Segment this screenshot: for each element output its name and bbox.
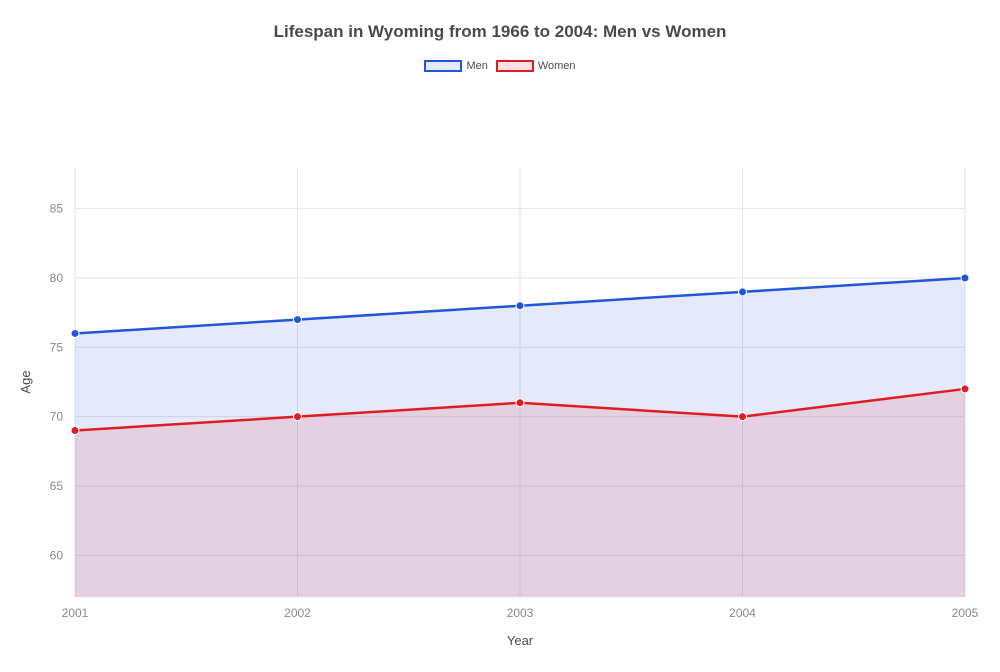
x-tick-label: 2003 — [507, 606, 534, 620]
data-point[interactable] — [71, 329, 79, 337]
legend-swatch-men — [424, 60, 462, 72]
y-tick-label: 75 — [50, 340, 64, 354]
legend-label-women: Women — [538, 60, 576, 72]
chart-title: Lifespan in Wyoming from 1966 to 2004: M… — [0, 0, 1000, 42]
y-tick-label: 60 — [50, 548, 64, 562]
x-tick-label: 2001 — [62, 606, 89, 620]
chart-plot: 60 65 70 75 80 85 2001 2002 2003 2004 2005 Age Ye… — [0, 72, 1000, 672]
x-ticks: 2001 2002 2003 2004 2005 — [62, 606, 979, 620]
data-point[interactable] — [294, 413, 302, 421]
y-tick-label: 70 — [50, 410, 64, 424]
chart-container: Lifespan in Wyoming from 1966 to 2004: M… — [0, 0, 1000, 600]
x-tick-label: 2002 — [284, 606, 311, 620]
y-tick-label: 80 — [50, 271, 64, 285]
legend-label-men: Men — [466, 60, 487, 72]
legend-item-men[interactable]: Men — [424, 60, 487, 72]
data-point[interactable] — [739, 288, 747, 296]
legend-item-women[interactable]: Women — [496, 60, 576, 72]
x-axis-label: Year — [507, 633, 534, 648]
chart-legend: Men Women — [0, 60, 1000, 72]
data-point[interactable] — [71, 427, 79, 435]
y-tick-label: 85 — [50, 202, 64, 216]
data-point[interactable] — [516, 302, 524, 310]
legend-swatch-women — [496, 60, 534, 72]
data-point[interactable] — [961, 385, 969, 393]
data-point[interactable] — [961, 274, 969, 282]
data-point[interactable] — [739, 413, 747, 421]
y-axis-label: Age — [18, 370, 33, 393]
x-tick-label: 2004 — [729, 606, 756, 620]
data-point[interactable] — [516, 399, 524, 407]
x-tick-label: 2005 — [952, 606, 979, 620]
data-point[interactable] — [294, 316, 302, 324]
y-ticks: 60 65 70 75 80 85 — [50, 202, 64, 563]
y-tick-label: 65 — [50, 479, 64, 493]
